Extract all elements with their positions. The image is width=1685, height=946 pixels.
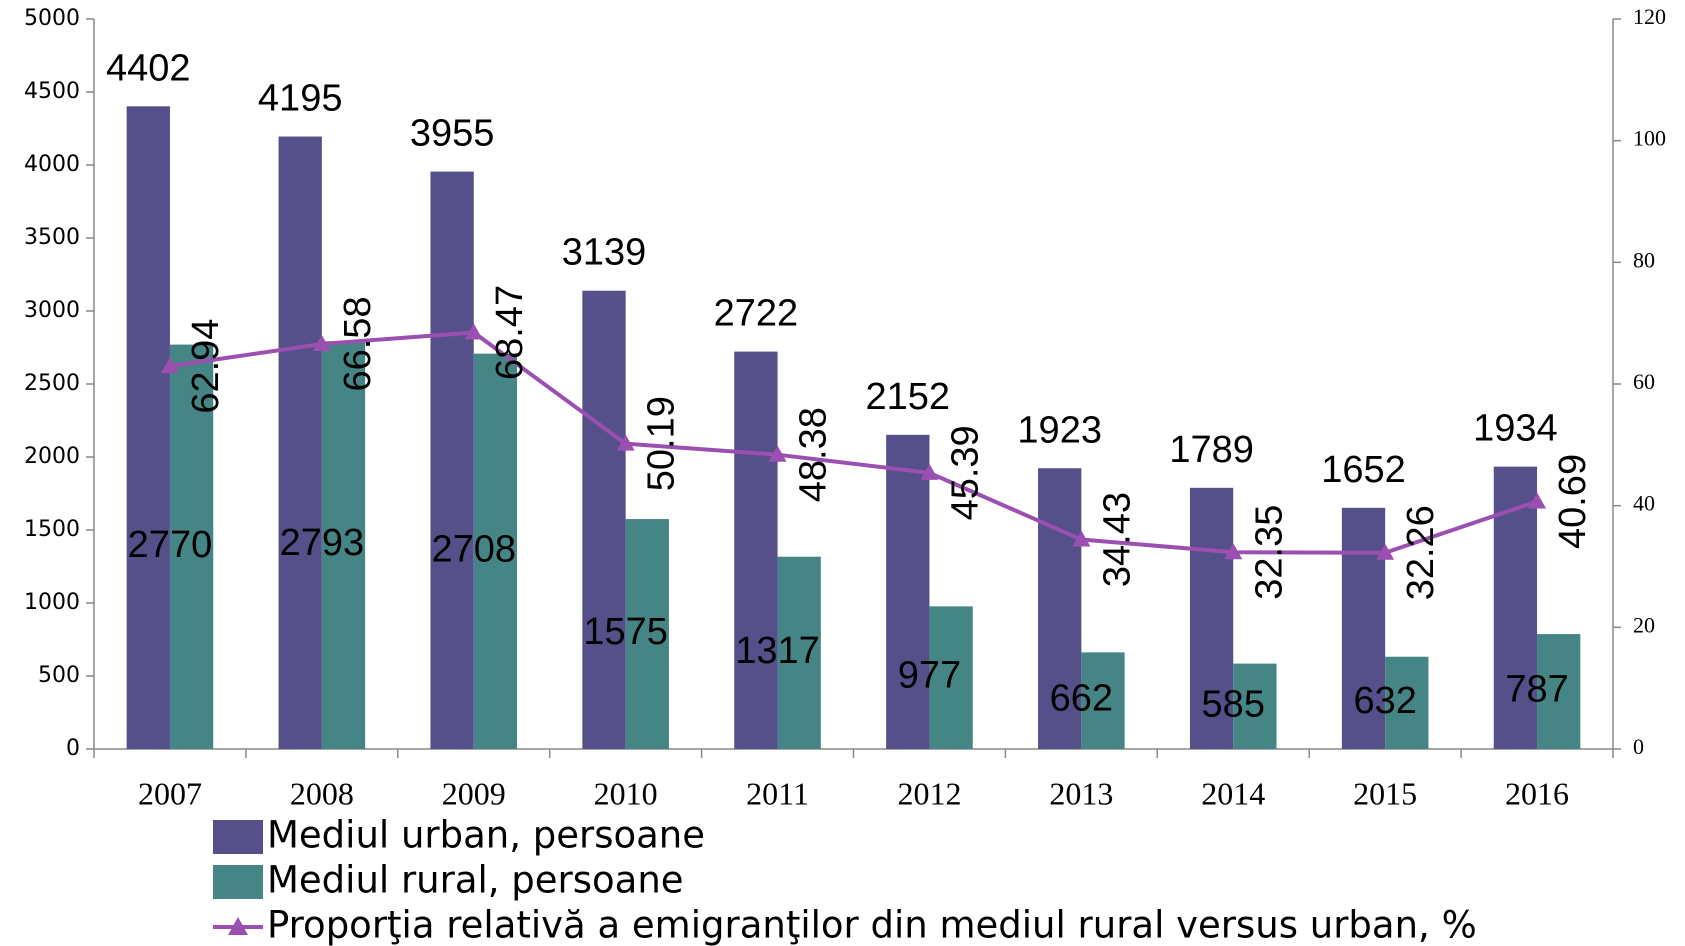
y-tick-label: 2500 — [24, 371, 80, 396]
x-tick-label: 2014 — [1201, 775, 1265, 811]
data-label: 32.26 — [1400, 505, 1442, 600]
y2-tick-label: 20 — [1633, 612, 1655, 637]
data-label: 585 — [1202, 683, 1265, 725]
bar — [625, 519, 669, 749]
bar — [278, 136, 322, 749]
data-label: 1575 — [583, 611, 668, 653]
bar — [1385, 656, 1429, 749]
line-marker — [1072, 530, 1091, 547]
data-label: 45.39 — [944, 425, 986, 520]
bar — [321, 341, 366, 749]
y-tick-label: 1000 — [24, 590, 80, 615]
bar — [777, 556, 821, 749]
data-label: 1923 — [1017, 409, 1102, 451]
x-tick-label: 2008 — [290, 775, 354, 811]
x-tick-label: 2012 — [897, 775, 961, 811]
x-tick-label: 2009 — [442, 775, 506, 811]
line-marker — [464, 323, 483, 340]
data-label: 2152 — [866, 376, 951, 418]
data-label: 1934 — [1473, 408, 1558, 450]
bar — [1189, 487, 1234, 749]
line-marker — [312, 334, 331, 351]
x-tick-label: 2015 — [1353, 775, 1417, 811]
x-tick-label: 2016 — [1505, 775, 1569, 811]
bar — [1081, 652, 1125, 749]
line-marker — [768, 445, 787, 462]
data-label: 662 — [1050, 678, 1113, 720]
y2-tick-label: 120 — [1633, 4, 1666, 29]
data-label: 3139 — [562, 232, 647, 274]
legend-label: Mediul rural, persoane — [267, 859, 684, 902]
data-label: 50.19 — [641, 396, 683, 491]
line-marker — [616, 434, 635, 451]
y2-tick-label: 80 — [1633, 247, 1655, 272]
bar — [929, 606, 973, 749]
line-marker — [920, 463, 939, 480]
bar — [1038, 468, 1082, 749]
y-tick-label: 2000 — [24, 444, 80, 469]
data-label: 2793 — [280, 522, 365, 564]
y-tick-label: 1500 — [24, 517, 80, 542]
data-label: 4402 — [106, 47, 191, 89]
line — [169, 330, 1538, 555]
bar — [430, 171, 474, 749]
data-label: 2722 — [714, 293, 799, 335]
line-marker — [1528, 492, 1547, 509]
y-tick-label: 5000 — [24, 6, 80, 31]
data-label: 4195 — [258, 78, 343, 120]
data-label: 1652 — [1321, 449, 1406, 491]
y-tick-label: 0 — [66, 736, 80, 761]
bar — [582, 290, 626, 749]
y-tick-label: 4000 — [24, 152, 80, 177]
y2-tick-label: 0 — [1633, 734, 1644, 759]
data-label: 787 — [1505, 669, 1568, 711]
y-tick-label: 3000 — [24, 298, 80, 323]
data-label: 2708 — [431, 528, 516, 570]
line-marker — [1376, 543, 1395, 560]
legend-swatch — [213, 820, 263, 854]
y-tick-label: 4500 — [24, 79, 80, 104]
y-tick-label: 3500 — [24, 225, 80, 250]
line-marker — [1224, 543, 1243, 560]
data-label: 32.35 — [1248, 505, 1290, 600]
data-label: 62.94 — [185, 319, 227, 414]
bar — [126, 106, 170, 750]
x-tick-label: 2007 — [138, 775, 202, 811]
bar — [1233, 663, 1277, 749]
bar — [886, 434, 930, 749]
data-label: 632 — [1353, 680, 1416, 722]
data-label: 3955 — [410, 113, 495, 155]
data-label: 40.69 — [1552, 454, 1594, 549]
data-label: 2770 — [128, 524, 213, 566]
line-marker — [160, 357, 179, 374]
data-label: 34.43 — [1096, 492, 1138, 587]
data-label: 1317 — [735, 630, 820, 672]
legend-label: Mediul urban, persoane — [267, 814, 705, 857]
data-label: 1789 — [1169, 429, 1254, 471]
data-label: 66.58 — [337, 296, 379, 391]
x-tick-label: 2013 — [1049, 775, 1113, 811]
y2-tick-label: 100 — [1633, 126, 1666, 151]
legend-marker — [228, 917, 248, 935]
x-tick-label: 2010 — [594, 775, 658, 811]
bar — [734, 351, 778, 749]
bar — [1537, 634, 1581, 749]
bar — [1341, 507, 1386, 749]
bar — [169, 344, 214, 749]
y2-tick-label: 40 — [1633, 491, 1655, 516]
y2-tick-label: 60 — [1633, 369, 1655, 394]
data-label: 977 — [898, 655, 961, 697]
y-tick-label: 500 — [38, 663, 80, 688]
data-label: 68.47 — [489, 285, 531, 380]
bar — [473, 353, 518, 749]
x-tick-label: 2011 — [746, 775, 809, 811]
legend-swatch — [213, 865, 263, 899]
data-label: 48.38 — [793, 407, 835, 502]
legend-label: Proporţia relativă a emigranţilor din me… — [267, 904, 1477, 946]
